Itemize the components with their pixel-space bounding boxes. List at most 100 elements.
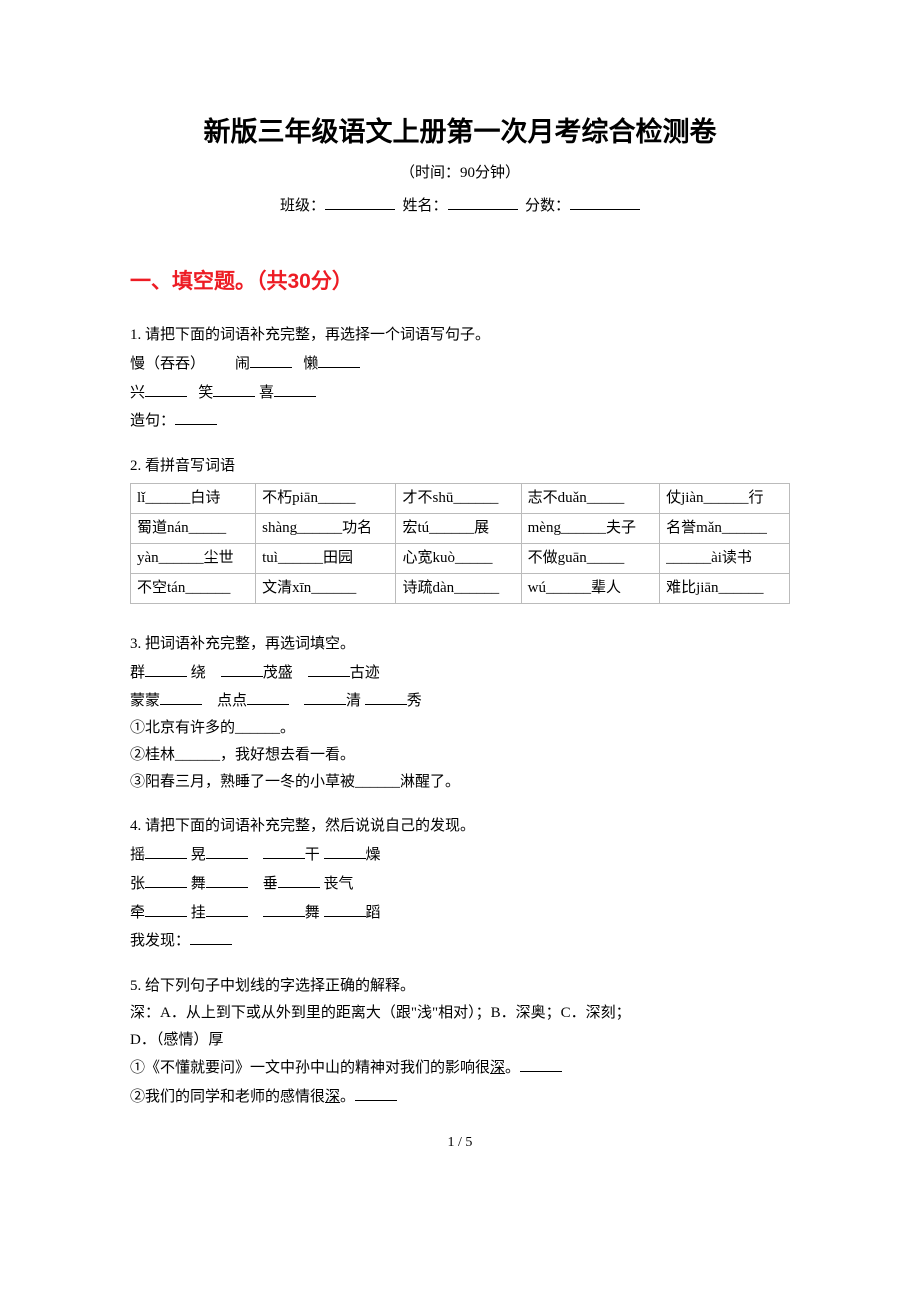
- fill-blank[interactable]: [213, 379, 255, 397]
- fill-blank[interactable]: [145, 659, 187, 677]
- q4-text: 舞: [191, 876, 206, 892]
- q3-text: 古迹: [350, 665, 380, 681]
- q5-label: 5. 给下列句子中划线的字选择正确的解释。: [130, 974, 790, 999]
- q3-text: 群: [130, 665, 145, 681]
- fill-blank[interactable]: [308, 659, 350, 677]
- fill-blank[interactable]: [324, 899, 366, 917]
- fill-blank[interactable]: [263, 899, 305, 917]
- table-row: 不空tán______文清xīn______诗疏dàn______wú_____…: [131, 573, 790, 603]
- q4-line2: 张 舞 垂 丧气: [130, 870, 790, 897]
- fill-blank[interactable]: [263, 841, 305, 859]
- q5-line3: ①《不懂就要问》一文中孙中山的精神对我们的影响很深。: [130, 1054, 790, 1081]
- q4-text: 晃: [191, 847, 206, 863]
- underlined-char: 深: [325, 1089, 340, 1105]
- fill-blank[interactable]: [145, 870, 187, 888]
- table-cell[interactable]: 心宽kuò_____: [396, 543, 521, 573]
- fill-blank[interactable]: [221, 659, 263, 677]
- table-cell[interactable]: 志不duǎn_____: [521, 483, 659, 513]
- class-blank[interactable]: [325, 192, 395, 210]
- fill-blank[interactable]: [520, 1054, 562, 1072]
- q3-text: 茂盛: [263, 665, 293, 681]
- table-cell[interactable]: ______ài读书: [660, 543, 790, 573]
- question-5: 5. 给下列句子中划线的字选择正确的解释。 深：A．从上到下或从外到里的距离大（…: [130, 974, 790, 1110]
- q4-label: 4. 请把下面的词语补充完整，然后说说自己的发现。: [130, 814, 790, 839]
- table-cell[interactable]: shàng______功名: [256, 513, 396, 543]
- q4-text: 垂: [263, 876, 278, 892]
- q1-line2: 兴 笑 喜: [130, 379, 790, 406]
- fill-blank[interactable]: [278, 870, 320, 888]
- q3-text: 点点: [217, 693, 247, 709]
- q5-text: 。: [505, 1060, 520, 1076]
- table-row: 蜀道nán_____shàng______功名宏tú______展mèng___…: [131, 513, 790, 543]
- fill-blank[interactable]: [304, 687, 346, 705]
- table-cell[interactable]: 不做guān_____: [521, 543, 659, 573]
- table-cell[interactable]: 宏tú______展: [396, 513, 521, 543]
- q3-line5: ③阳春三月，熟睡了一冬的小草被______淋醒了。: [130, 770, 790, 795]
- table-cell[interactable]: 文清xīn______: [256, 573, 396, 603]
- score-label: 分数：: [525, 198, 570, 214]
- fill-blank[interactable]: [365, 687, 407, 705]
- fill-blank[interactable]: [206, 870, 248, 888]
- q3-text: 绕: [191, 665, 206, 681]
- time-label: （时间：90分钟）: [130, 161, 790, 182]
- score-blank[interactable]: [570, 192, 640, 210]
- table-cell[interactable]: 难比jiān______: [660, 573, 790, 603]
- table-cell[interactable]: 仗jiàn______行: [660, 483, 790, 513]
- q4-line1: 摇 晃 干 燥: [130, 841, 790, 868]
- fill-blank[interactable]: [190, 927, 232, 945]
- q4-text: 丧气: [324, 876, 354, 892]
- q5-text: ②我们的同学和老师的感情很: [130, 1089, 325, 1105]
- q1-text: 慢（吞吞）: [130, 356, 205, 372]
- fill-blank[interactable]: [175, 407, 217, 425]
- table-cell[interactable]: 诗疏dàn______: [396, 573, 521, 603]
- fill-blank[interactable]: [318, 350, 360, 368]
- fill-blank[interactable]: [206, 841, 248, 859]
- page-number: 1 / 5: [130, 1135, 790, 1151]
- q4-line3: 牵 挂 舞 蹈: [130, 899, 790, 926]
- q1-line1: 慢（吞吞） 闹 懒: [130, 350, 790, 377]
- table-row: yàn______尘世tuì______田园心宽kuò_____不做guān__…: [131, 543, 790, 573]
- fill-blank[interactable]: [206, 899, 248, 917]
- q3-line3: ①北京有许多的______。: [130, 716, 790, 741]
- student-info-line: 班级： 姓名： 分数：: [130, 192, 790, 215]
- table-row: lǐ______白诗不朽piān_____才不shū______志不duǎn__…: [131, 483, 790, 513]
- table-cell[interactable]: 不空tán______: [131, 573, 256, 603]
- table-cell[interactable]: 名誉mǎn______: [660, 513, 790, 543]
- table-cell[interactable]: wú______辈人: [521, 573, 659, 603]
- q4-text: 摇: [130, 847, 145, 863]
- q4-text: 牵: [130, 905, 145, 921]
- fill-blank[interactable]: [145, 841, 187, 859]
- table-cell[interactable]: yàn______尘世: [131, 543, 256, 573]
- fill-blank[interactable]: [274, 379, 316, 397]
- table-cell[interactable]: lǐ______白诗: [131, 483, 256, 513]
- fill-blank[interactable]: [250, 350, 292, 368]
- table-cell[interactable]: 蜀道nán_____: [131, 513, 256, 543]
- name-label: 姓名：: [402, 198, 447, 214]
- q1-text: 懒: [303, 356, 318, 372]
- section-1-header: 一、填空题。（共30分）: [130, 265, 790, 295]
- fill-blank[interactable]: [247, 687, 289, 705]
- table-cell[interactable]: 不朽piān_____: [256, 483, 396, 513]
- q4-line4: 我发现：: [130, 927, 790, 954]
- q5-text: 。: [340, 1089, 355, 1105]
- name-blank[interactable]: [448, 192, 518, 210]
- q3-line1: 群 绕 茂盛 古迹: [130, 659, 790, 686]
- q4-text: 蹈: [366, 905, 381, 921]
- q1-line3: 造句：: [130, 407, 790, 434]
- question-3: 3. 把词语补充完整，再选词填空。 群 绕 茂盛 古迹 蒙蒙 点点 清 秀 ①北…: [130, 632, 790, 795]
- q3-line2: 蒙蒙 点点 清 秀: [130, 687, 790, 714]
- table-cell[interactable]: 才不shū______: [396, 483, 521, 513]
- fill-blank[interactable]: [324, 841, 366, 859]
- fill-blank[interactable]: [145, 379, 187, 397]
- fill-blank[interactable]: [145, 899, 187, 917]
- q5-text: ①《不懂就要问》一文中孙中山的精神对我们的影响很: [130, 1060, 490, 1076]
- q1-text: 笑: [198, 385, 213, 401]
- fill-blank[interactable]: [160, 687, 202, 705]
- underlined-char: 深: [490, 1060, 505, 1076]
- table-cell[interactable]: tuì______田园: [256, 543, 396, 573]
- question-4: 4. 请把下面的词语补充完整，然后说说自己的发现。 摇 晃 干 燥 张 舞 垂 …: [130, 814, 790, 954]
- q1-text: 闹: [235, 356, 250, 372]
- q3-text: 秀: [407, 693, 422, 709]
- table-cell[interactable]: mèng______夫子: [521, 513, 659, 543]
- fill-blank[interactable]: [355, 1083, 397, 1101]
